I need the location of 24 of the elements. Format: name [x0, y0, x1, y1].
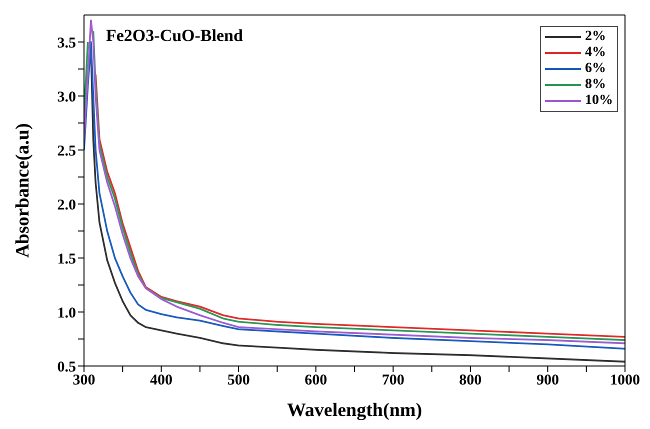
x-tick-label: 800	[459, 372, 482, 389]
y-tick-label: 3.5	[57, 35, 76, 52]
legend-label: 2%	[585, 29, 606, 45]
legend-label: 8%	[585, 77, 606, 93]
y-tick-label: 1.0	[57, 305, 76, 322]
x-tick-label: 400	[150, 372, 173, 389]
y-tick-label: 0.5	[57, 359, 76, 376]
x-tick-label: 300	[72, 372, 96, 389]
y-tick-label: 1.5	[57, 251, 76, 268]
x-axis-title: Wavelength(nm)	[286, 400, 422, 421]
y-tick-label: 2.5	[57, 143, 76, 160]
line-series	[94, 74, 625, 338]
x-tick-label: 900	[536, 372, 559, 389]
y-tick-label: 3.0	[57, 89, 76, 106]
x-tick-label: 600	[304, 372, 328, 389]
x-tick-label: 700	[382, 372, 404, 389]
x-tick-label: 500	[227, 372, 250, 389]
y-axis-title: Absorbance(a.u)	[12, 123, 34, 258]
chart-title: Fe2O3-CuO-Blend	[106, 26, 243, 46]
legend-label: 6%	[585, 61, 606, 77]
y-tick-label: 2.0	[57, 197, 76, 214]
legend-label: 4%	[585, 45, 606, 61]
x-tick-label: 1000	[610, 372, 640, 389]
legend-label: 10%	[585, 93, 613, 109]
